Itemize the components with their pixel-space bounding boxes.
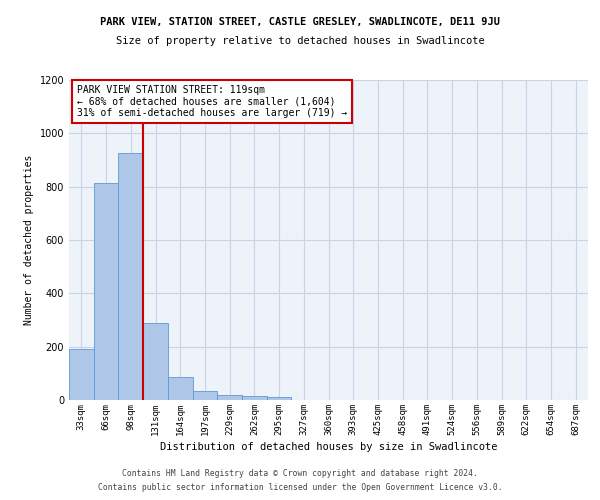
Bar bbox=[94, 182, 118, 400]
Text: PARK VIEW STATION STREET: 119sqm
← 68% of detached houses are smaller (1,604)
31: PARK VIEW STATION STREET: 119sqm ← 68% o… bbox=[77, 85, 347, 118]
Text: Contains HM Land Registry data © Crown copyright and database right 2024.: Contains HM Land Registry data © Crown c… bbox=[122, 468, 478, 477]
Text: Contains public sector information licensed under the Open Government Licence v3: Contains public sector information licen… bbox=[98, 484, 502, 492]
Text: PARK VIEW, STATION STREET, CASTLE GRESLEY, SWADLINCOTE, DE11 9JU: PARK VIEW, STATION STREET, CASTLE GRESLE… bbox=[100, 18, 500, 28]
Bar bbox=[168, 378, 193, 400]
X-axis label: Distribution of detached houses by size in Swadlincote: Distribution of detached houses by size … bbox=[160, 442, 497, 452]
Bar bbox=[193, 390, 217, 400]
Bar bbox=[242, 396, 267, 400]
Bar bbox=[118, 154, 143, 400]
Bar bbox=[217, 394, 242, 400]
Bar bbox=[143, 322, 168, 400]
Text: Size of property relative to detached houses in Swadlincote: Size of property relative to detached ho… bbox=[116, 36, 484, 46]
Bar bbox=[267, 398, 292, 400]
Bar bbox=[69, 350, 94, 400]
Y-axis label: Number of detached properties: Number of detached properties bbox=[24, 155, 34, 325]
